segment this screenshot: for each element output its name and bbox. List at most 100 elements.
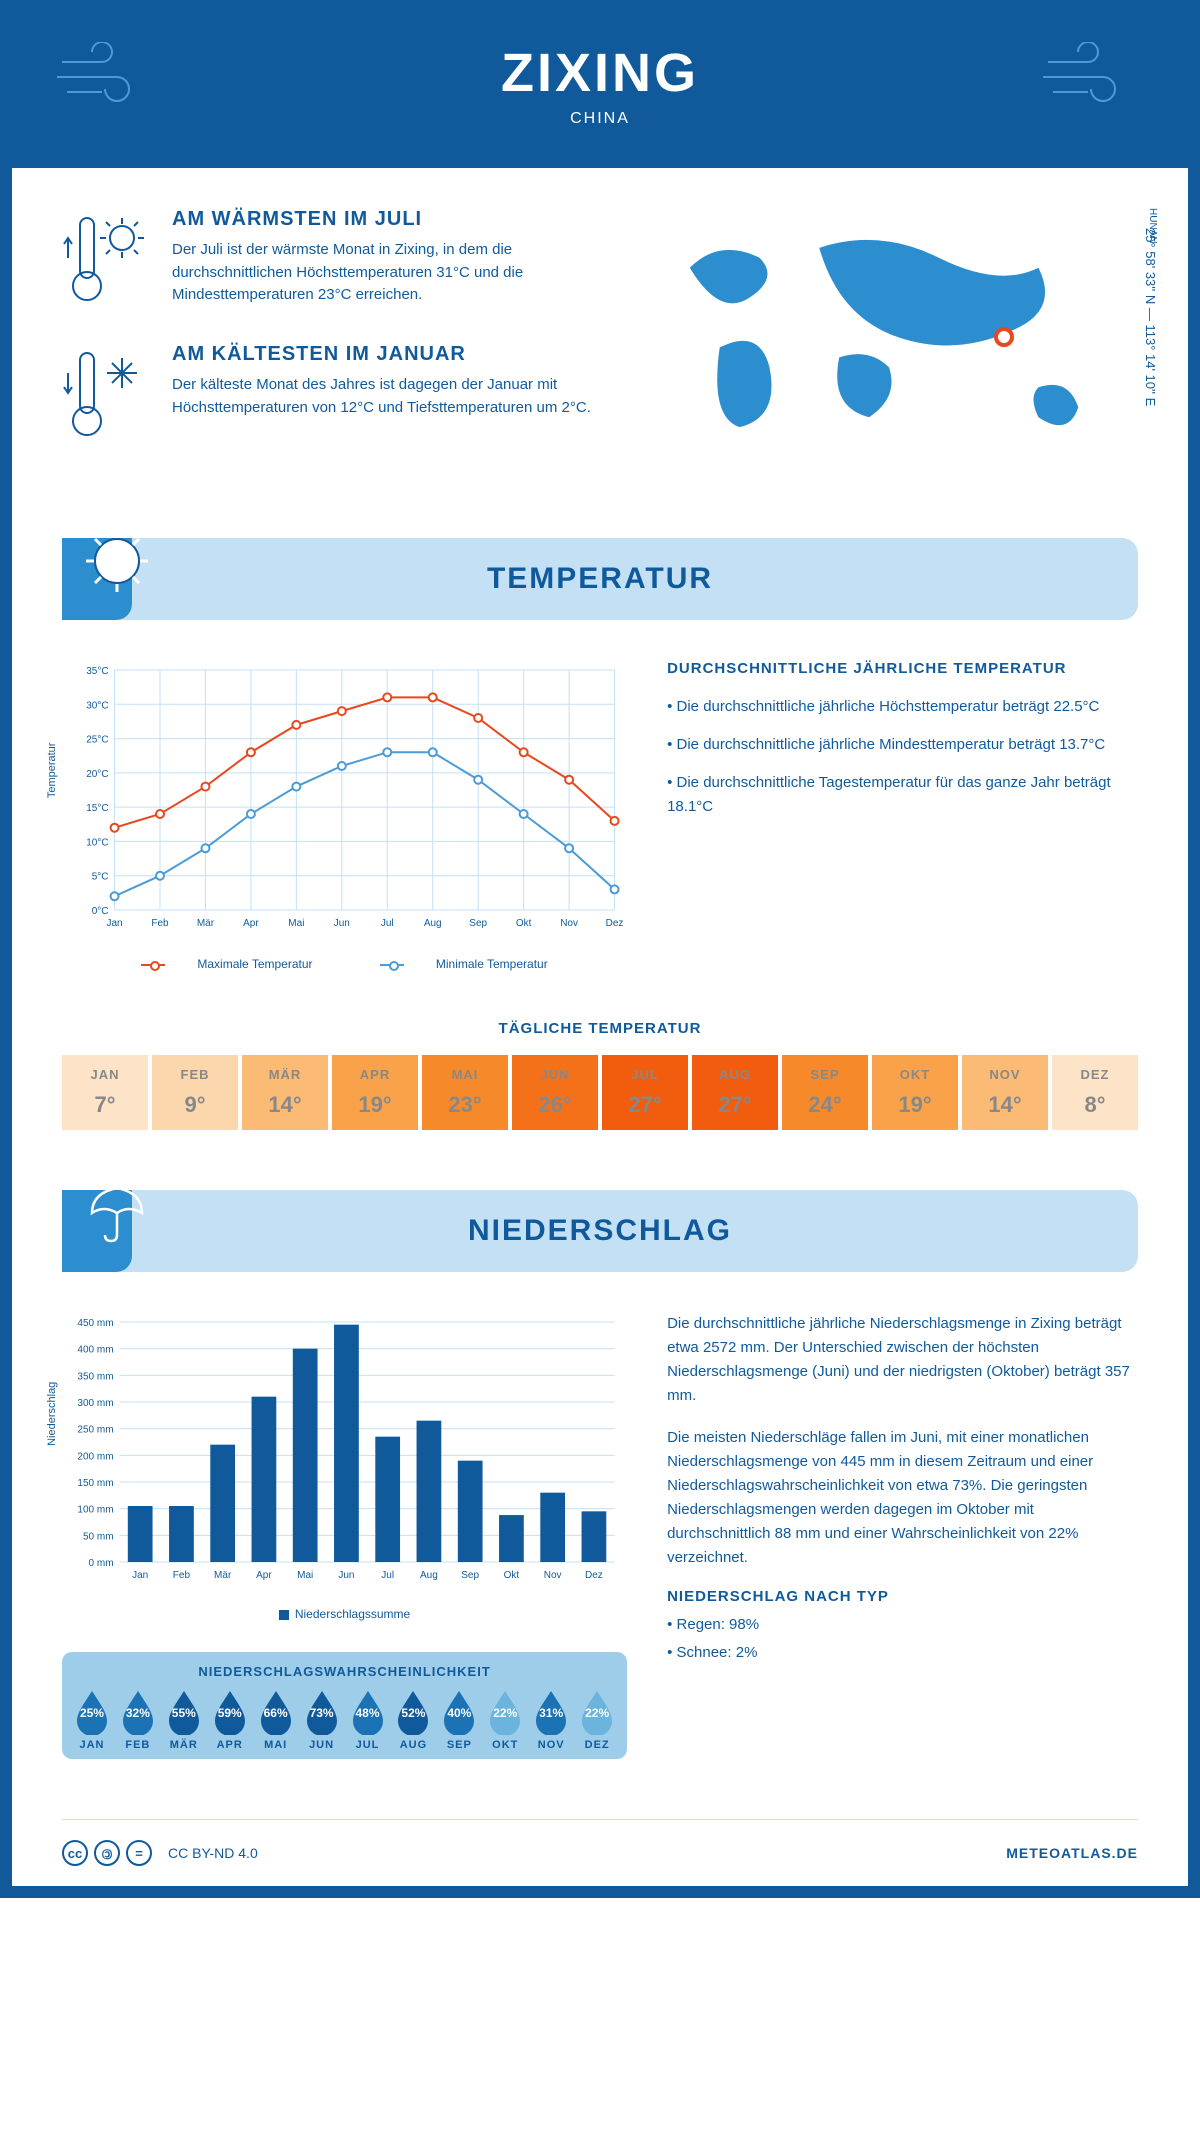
warmest-block: AM WÄRMSTEN IM JULI Der Juli ist der wär… <box>62 208 610 313</box>
footer: cc 🄯 = CC BY-ND 4.0 METEOATLAS.DE <box>62 1819 1138 1886</box>
svg-text:50 mm: 50 mm <box>83 1531 114 1542</box>
precip-legend: Niederschlagssumme <box>62 1607 627 1621</box>
svg-text:Sep: Sep <box>469 918 487 929</box>
temperature-info: DURCHSCHNITTLICHE JÄHRLICHE TEMPERATUR •… <box>667 660 1138 980</box>
temperature-section-header: TEMPERATUR <box>62 538 1138 620</box>
daily-temp-cell: MÄR14° <box>242 1055 328 1130</box>
svg-text:Jul: Jul <box>381 918 394 929</box>
svg-text:0 mm: 0 mm <box>89 1558 114 1569</box>
warmest-text: Der Juli ist der wärmste Monat in Zixing… <box>172 239 610 307</box>
temp-bullet: • Die durchschnittliche Tagestemperatur … <box>667 771 1138 819</box>
svg-text:Aug: Aug <box>424 918 442 929</box>
temp-y-label: Temperatur <box>46 743 58 799</box>
site-name: METEOATLAS.DE <box>1006 1845 1138 1861</box>
coldest-title: AM KÄLTESTEN IM JANUAR <box>172 343 610 366</box>
prob-cell: 22%DEZ <box>575 1689 619 1751</box>
svg-text:Nov: Nov <box>544 1570 562 1581</box>
svg-text:Dez: Dez <box>585 1570 603 1581</box>
prob-cell: 73%JUN <box>300 1689 344 1751</box>
thermometer-snow-icon <box>62 343 152 448</box>
prob-cell: 48%JUL <box>346 1689 390 1751</box>
temp-bullet: • Die durchschnittliche jährliche Höchst… <box>667 695 1138 719</box>
daily-temp-cell: JUL27° <box>602 1055 688 1130</box>
svg-text:30°C: 30°C <box>86 700 108 711</box>
svg-text:Apr: Apr <box>256 1570 272 1581</box>
infographic-page: ZIXING CHINA AM WÄRMSTEN IM JULI Der Jul… <box>0 0 1200 1898</box>
coordinates: 25° 58' 33'' N — 113° 14' 10'' E <box>1143 228 1158 406</box>
precip-type: • Schnee: 2% <box>667 1641 1138 1665</box>
svg-text:Dez: Dez <box>606 918 624 929</box>
svg-text:15°C: 15°C <box>86 803 108 814</box>
temp-bullet: • Die durchschnittliche jährliche Mindes… <box>667 733 1138 757</box>
prob-cell: 25%JAN <box>70 1689 114 1751</box>
svg-text:Jan: Jan <box>132 1570 148 1581</box>
precipitation-section-header: NIEDERSCHLAG <box>62 1190 1138 1272</box>
svg-text:400 mm: 400 mm <box>77 1345 113 1356</box>
svg-text:Jul: Jul <box>381 1570 394 1581</box>
svg-text:450 mm: 450 mm <box>77 1318 113 1329</box>
precip-p1: Die durchschnittliche jährliche Niedersc… <box>667 1312 1138 1408</box>
by-icon: 🄯 <box>94 1840 120 1866</box>
svg-text:Jun: Jun <box>334 918 350 929</box>
svg-text:Sep: Sep <box>461 1570 479 1581</box>
cc-icon: cc <box>62 1840 88 1866</box>
location-marker <box>994 327 1014 347</box>
svg-text:Aug: Aug <box>420 1570 438 1581</box>
country: CHINA <box>32 110 1168 128</box>
temperature-title: TEMPERATUR <box>62 562 1138 596</box>
svg-text:250 mm: 250 mm <box>77 1425 113 1436</box>
svg-text:Mär: Mär <box>197 918 215 929</box>
nd-icon: = <box>126 1840 152 1866</box>
daily-temp-cell: SEP24° <box>782 1055 868 1130</box>
daily-temp-cell: NOV14° <box>962 1055 1048 1130</box>
wind-icon <box>1038 42 1148 117</box>
svg-text:Mär: Mär <box>214 1570 232 1581</box>
coldest-block: AM KÄLTESTEN IM JANUAR Der kälteste Mona… <box>62 343 610 448</box>
daily-temperature-table: TÄGLICHE TEMPERATUR JAN7°FEB9°MÄR14°APR1… <box>12 1010 1188 1170</box>
daily-temp-title: TÄGLICHE TEMPERATUR <box>62 1020 1138 1037</box>
daily-temp-cell: DEZ8° <box>1052 1055 1138 1130</box>
license-text: CC BY-ND 4.0 <box>168 1845 258 1861</box>
svg-text:300 mm: 300 mm <box>77 1398 113 1409</box>
prob-cell: 55%MÄR <box>162 1689 206 1751</box>
daily-temp-cell: MAI23° <box>422 1055 508 1130</box>
svg-text:Jan: Jan <box>106 918 122 929</box>
temperature-line-chart: Temperatur 0°C5°C10°C15°C20°C25°C30°C35°… <box>62 660 627 980</box>
precipitation-info: Die durchschnittliche jährliche Niedersc… <box>667 1312 1138 1759</box>
precip-type: • Regen: 98% <box>667 1613 1138 1637</box>
svg-text:200 mm: 200 mm <box>77 1451 113 1462</box>
precip-type-title: NIEDERSCHLAG NACH TYP <box>667 1588 1138 1605</box>
city-title: ZIXING <box>32 42 1168 104</box>
prob-cell: 32%FEB <box>116 1689 160 1751</box>
intro-section: AM WÄRMSTEN IM JULI Der Juli ist der wär… <box>12 168 1188 518</box>
svg-text:Nov: Nov <box>560 918 578 929</box>
precip-y-label: Niederschlag <box>46 1382 58 1446</box>
coldest-text: Der kälteste Monat des Jahres ist dagege… <box>172 374 610 419</box>
prob-cell: 22%OKT <box>483 1689 527 1751</box>
prob-cell: 31%NOV <box>529 1689 573 1751</box>
sun-icon <box>82 526 152 601</box>
world-map: HUNAN 25° 58' 33'' N — 113° 14' 10'' E <box>640 208 1138 478</box>
precip-p2: Die meisten Niederschläge fallen im Juni… <box>667 1426 1138 1570</box>
wind-icon <box>52 42 162 117</box>
precipitation-probability: NIEDERSCHLAGSWAHRSCHEINLICHKEIT 25%JAN32… <box>62 1652 627 1759</box>
svg-text:Okt: Okt <box>504 1570 520 1581</box>
daily-temp-cell: JUN26° <box>512 1055 598 1130</box>
umbrella-icon <box>82 1178 152 1253</box>
svg-text:25°C: 25°C <box>86 735 108 746</box>
svg-text:20°C: 20°C <box>86 769 108 780</box>
svg-text:0°C: 0°C <box>92 906 109 917</box>
svg-text:5°C: 5°C <box>92 872 109 883</box>
svg-text:Feb: Feb <box>151 918 169 929</box>
prob-cell: 52%AUG <box>391 1689 435 1751</box>
prob-cell: 66%MAI <box>254 1689 298 1751</box>
daily-temp-cell: JAN7° <box>62 1055 148 1130</box>
thermometer-sun-icon <box>62 208 152 313</box>
svg-text:35°C: 35°C <box>86 666 108 677</box>
temp-legend: Maximale Temperatur Minimale Temperatur <box>62 957 627 971</box>
precipitation-bar-chart: Niederschlag 0 mm50 mm100 mm150 mm200 mm… <box>62 1312 627 1632</box>
temp-info-title: DURCHSCHNITTLICHE JÄHRLICHE TEMPERATUR <box>667 660 1138 677</box>
svg-text:10°C: 10°C <box>86 837 108 848</box>
prob-cell: 59%APR <box>208 1689 252 1751</box>
svg-text:Mai: Mai <box>297 1570 313 1581</box>
